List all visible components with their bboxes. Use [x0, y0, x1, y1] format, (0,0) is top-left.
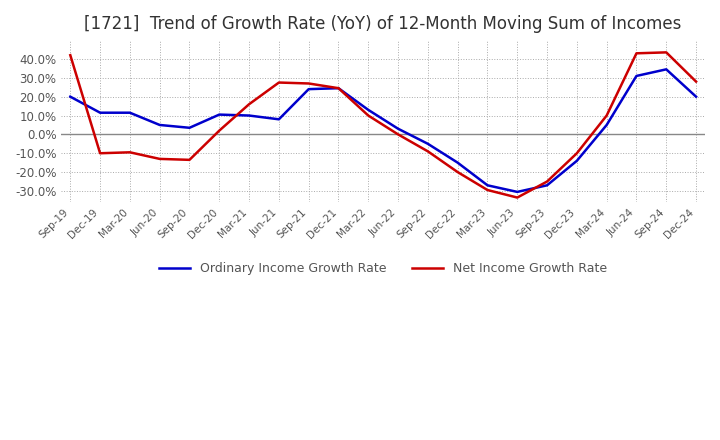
Ordinary Income Growth Rate [662, 67, 670, 72]
Ordinary Income Growth Rate [215, 112, 224, 117]
Ordinary Income Growth Rate [572, 158, 581, 163]
Net Income Growth Rate [185, 157, 194, 162]
Ordinary Income Growth Rate [156, 122, 164, 128]
Net Income Growth Rate [543, 179, 552, 184]
Ordinary Income Growth Rate [513, 189, 521, 194]
Net Income Growth Rate [215, 128, 224, 133]
Ordinary Income Growth Rate [632, 73, 641, 79]
Ordinary Income Growth Rate [125, 110, 134, 115]
Net Income Growth Rate [394, 132, 402, 137]
Net Income Growth Rate [513, 195, 521, 200]
Ordinary Income Growth Rate [454, 160, 462, 165]
Ordinary Income Growth Rate [603, 122, 611, 128]
Ordinary Income Growth Rate [334, 85, 343, 91]
Ordinary Income Growth Rate [245, 113, 253, 118]
Net Income Growth Rate [334, 85, 343, 91]
Net Income Growth Rate [245, 102, 253, 107]
Net Income Growth Rate [572, 150, 581, 156]
Net Income Growth Rate [305, 81, 313, 86]
Ordinary Income Growth Rate [274, 117, 283, 122]
Net Income Growth Rate [274, 80, 283, 85]
Net Income Growth Rate [483, 187, 492, 193]
Net Income Growth Rate [423, 149, 432, 154]
Ordinary Income Growth Rate [66, 94, 75, 99]
Legend: Ordinary Income Growth Rate, Net Income Growth Rate: Ordinary Income Growth Rate, Net Income … [154, 257, 612, 280]
Ordinary Income Growth Rate [394, 126, 402, 132]
Net Income Growth Rate [364, 113, 373, 118]
Ordinary Income Growth Rate [364, 107, 373, 113]
Ordinary Income Growth Rate [483, 183, 492, 188]
Ordinary Income Growth Rate [96, 110, 104, 115]
Net Income Growth Rate [603, 113, 611, 118]
Net Income Growth Rate [125, 150, 134, 155]
Net Income Growth Rate [96, 150, 104, 156]
Net Income Growth Rate [66, 52, 75, 58]
Ordinary Income Growth Rate [185, 125, 194, 130]
Net Income Growth Rate [692, 79, 701, 84]
Ordinary Income Growth Rate [543, 183, 552, 188]
Line: Net Income Growth Rate: Net Income Growth Rate [71, 52, 696, 198]
Net Income Growth Rate [632, 51, 641, 56]
Ordinary Income Growth Rate [692, 94, 701, 99]
Ordinary Income Growth Rate [423, 141, 432, 147]
Title: [1721]  Trend of Growth Rate (YoY) of 12-Month Moving Sum of Incomes: [1721] Trend of Growth Rate (YoY) of 12-… [84, 15, 682, 33]
Net Income Growth Rate [454, 169, 462, 175]
Net Income Growth Rate [662, 50, 670, 55]
Ordinary Income Growth Rate [305, 87, 313, 92]
Line: Ordinary Income Growth Rate: Ordinary Income Growth Rate [71, 70, 696, 192]
Net Income Growth Rate [156, 156, 164, 161]
